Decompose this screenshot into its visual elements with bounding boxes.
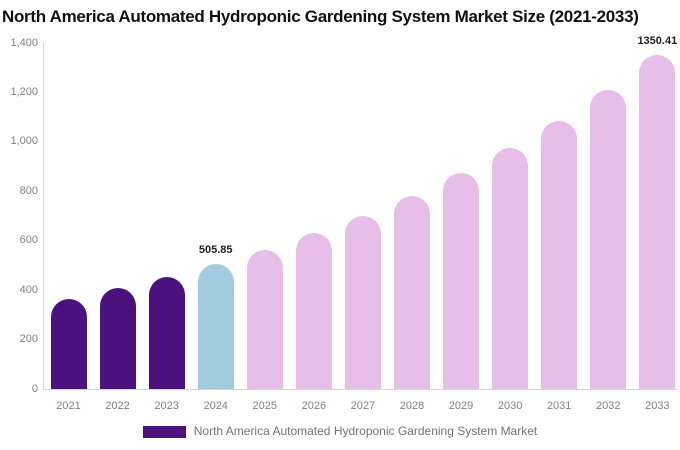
y-tick-label: 1,200: [10, 85, 38, 98]
x-tick-label: 2029: [448, 400, 474, 412]
y-tick-label: 800: [19, 184, 38, 197]
bar-2030[interactable]: [492, 148, 529, 389]
bar-value-label: 505.85: [198, 243, 233, 256]
x-tick-label: 2024: [203, 400, 228, 412]
bar-2027[interactable]: [344, 215, 381, 389]
y-tick-label: 200: [19, 333, 38, 346]
legend-label: North America Automated Hydroponic Garde…: [193, 424, 538, 438]
bar-2031[interactable]: [541, 120, 578, 389]
legend-swatch: [142, 425, 186, 438]
bar-2025[interactable]: [246, 249, 283, 389]
bar-2024[interactable]: [197, 263, 234, 389]
bar-2022[interactable]: [99, 288, 136, 389]
x-tick-label: 2027: [350, 400, 376, 412]
x-tick-label: 2030: [497, 400, 523, 412]
bar-2032[interactable]: [590, 89, 627, 389]
x-tick-label: 2028: [399, 400, 425, 412]
x-tick-label: 2033: [645, 400, 670, 412]
y-tick-label: 600: [19, 234, 38, 247]
bar-2028[interactable]: [393, 195, 430, 389]
bar-value-label: 1350.41: [637, 35, 678, 48]
y-tick-label: 400: [19, 283, 38, 296]
x-tick-label: 2026: [301, 400, 327, 412]
bar-2021[interactable]: [50, 298, 87, 389]
chart-title: North America Automated Hydroponic Garde…: [2, 7, 639, 26]
bar-2026[interactable]: [295, 233, 332, 389]
bar-2029[interactable]: [443, 173, 480, 389]
x-tick-label: 2025: [252, 400, 277, 412]
y-axis-line: [43, 43, 44, 389]
x-tick-label: 2022: [105, 400, 130, 412]
x-tick-label: 2023: [154, 400, 179, 412]
legend[interactable]: North America Automated Hydroponic Garde…: [0, 424, 680, 439]
y-tick-label: 1,400: [10, 36, 38, 49]
y-tick-label: 0: [31, 382, 38, 395]
bar-2033[interactable]: [639, 55, 676, 389]
x-tick-label: 2032: [596, 400, 621, 412]
y-tick-label: 1,000: [10, 135, 38, 148]
x-tick-label: 2021: [56, 400, 81, 412]
x-tick-label: 2031: [546, 400, 572, 412]
x-axis-line: [43, 389, 677, 390]
bar-2023[interactable]: [148, 276, 185, 389]
